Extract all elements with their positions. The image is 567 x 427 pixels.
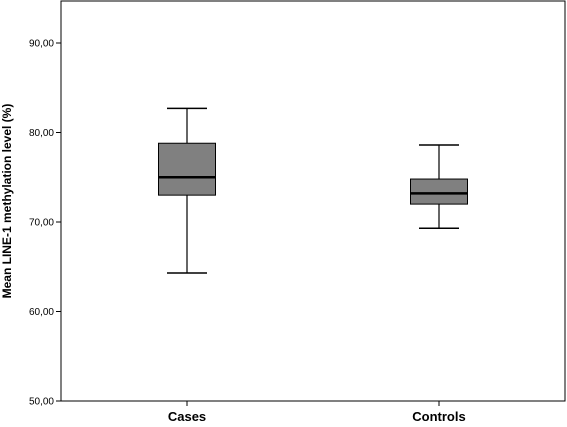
y-tick-label: 50,00 <box>29 397 54 408</box>
x-category-label: Cases <box>168 409 206 424</box>
box-cases <box>158 107 216 274</box>
y-axis-title: Mean LINE-1 methylation level (%) <box>0 104 14 299</box>
interquartile-box <box>410 178 468 205</box>
y-tick-label: 60,00 <box>29 307 54 318</box>
y-tick-label: 70,00 <box>29 218 54 229</box>
interquartile-box <box>158 142 216 196</box>
plot-area-frame <box>60 0 566 402</box>
y-tick-label: 90,00 <box>29 39 54 50</box>
x-category-label: Controls <box>412 409 465 424</box>
boxes-group <box>158 107 468 274</box>
y-tick-label: 80,00 <box>29 128 54 139</box>
x-axis-category-labels: Cases Controls <box>168 401 466 424</box>
box-controls <box>410 144 468 230</box>
y-axis-ticks: 50,00 60,00 70,00 80,00 90,00 <box>29 39 61 408</box>
